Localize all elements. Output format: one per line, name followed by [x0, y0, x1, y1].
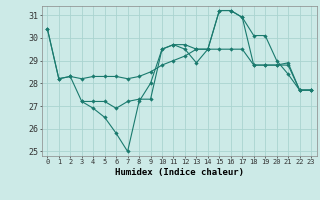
X-axis label: Humidex (Indice chaleur): Humidex (Indice chaleur) — [115, 168, 244, 177]
